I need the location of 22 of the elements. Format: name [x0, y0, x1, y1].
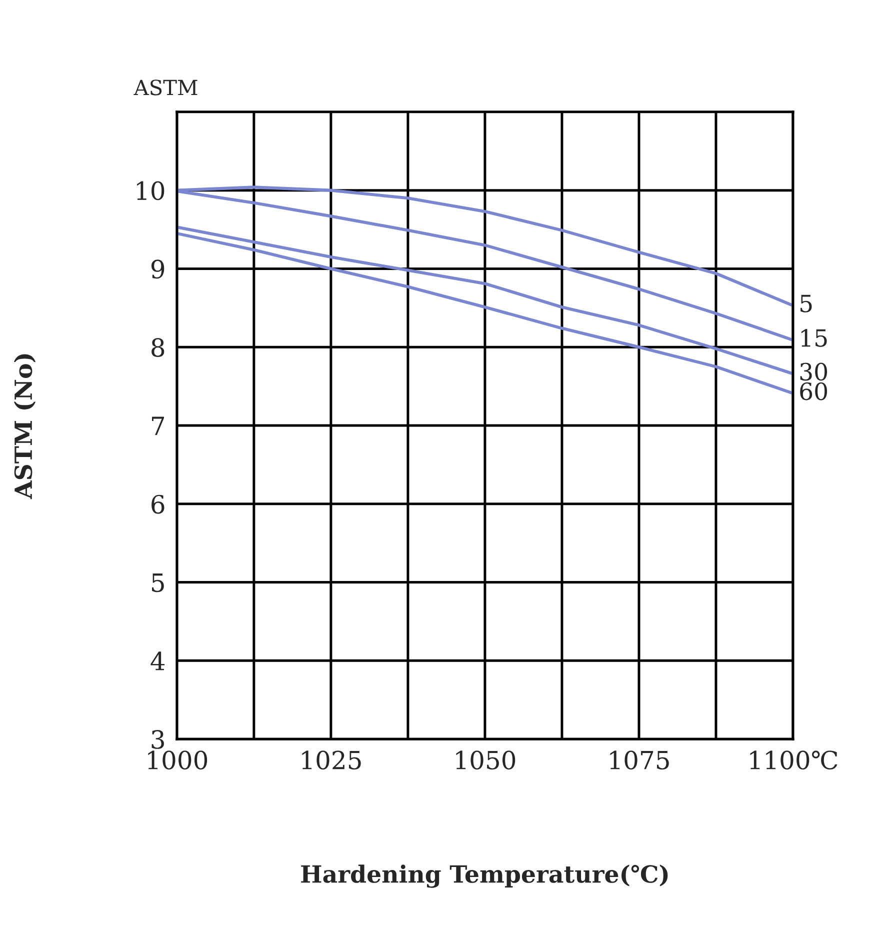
- series-label: 30: [800, 362, 828, 381]
- series-label: 15: [801, 329, 827, 347]
- x-axis-title: Hardening Temperature(℃): [301, 864, 668, 888]
- y-axis-title: ASTM (No): [14, 354, 36, 500]
- y-tick-label: 5: [152, 574, 164, 592]
- line-series: [176, 226, 793, 376]
- x-tick-label: 1075: [610, 750, 669, 770]
- y-tick-label: 9: [151, 260, 164, 279]
- y-tick-label: 8: [152, 338, 164, 357]
- line-series: [176, 232, 793, 395]
- y-tick-label: 7: [152, 416, 164, 435]
- x-tick-label: 1050: [456, 750, 516, 770]
- series-label: 5: [800, 294, 812, 312]
- series-label: 60: [800, 382, 828, 400]
- y-tick-label: 6: [152, 494, 164, 514]
- x-tick-label: 1100℃: [750, 750, 838, 770]
- x-tick-label: 1025: [302, 750, 361, 770]
- x-tick-label: 1000: [148, 750, 208, 770]
- y-tick-label: 4: [150, 652, 165, 670]
- y-tick-label: 3: [152, 730, 164, 749]
- text: ASTM: [134, 80, 198, 96]
- y-tick-label: 10: [137, 181, 164, 200]
